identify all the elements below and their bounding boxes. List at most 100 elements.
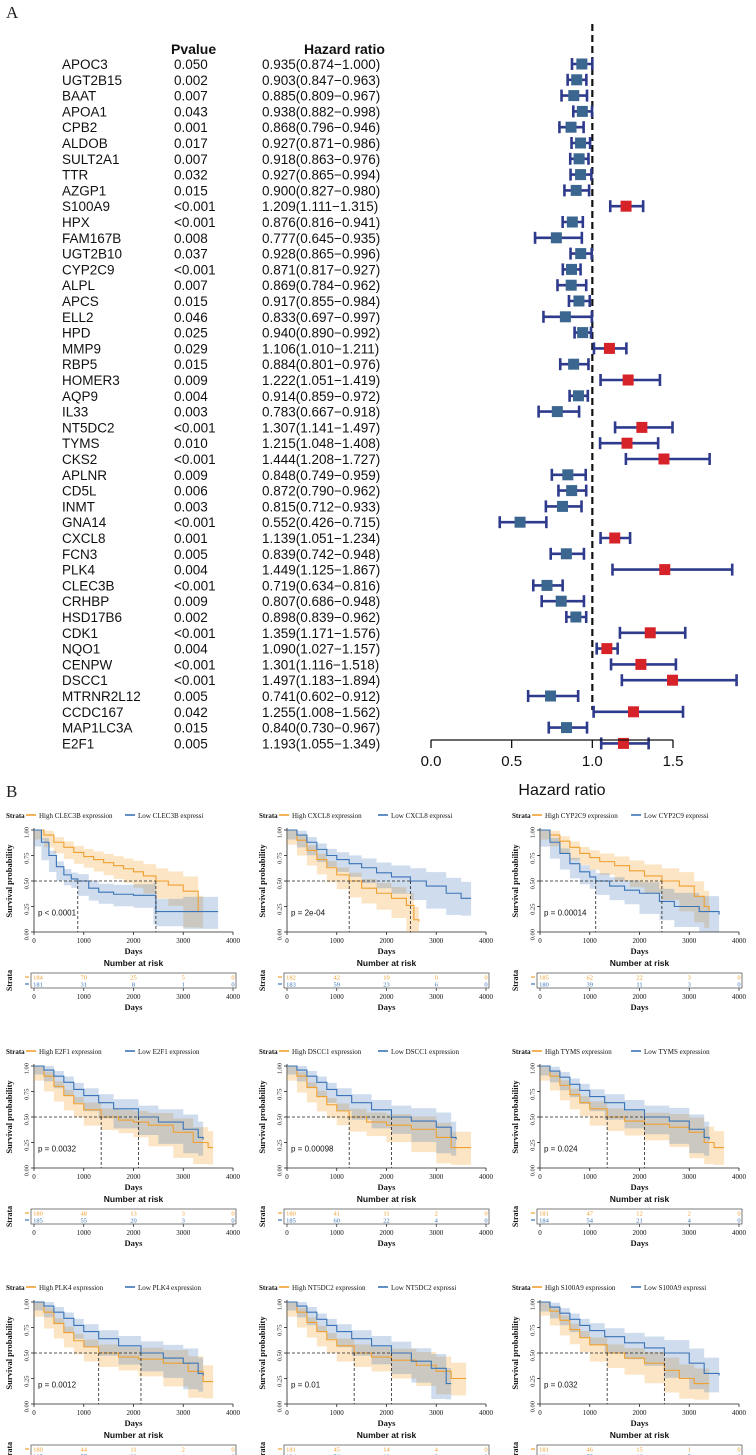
risk-x-tick-label: 2000 <box>127 1229 142 1237</box>
y-axis-title: Survival probability <box>510 844 520 918</box>
risk-count-low: 184 <box>539 1218 550 1225</box>
legend-high-label: High S100A9 expression <box>545 1284 616 1292</box>
protective-point <box>566 216 578 228</box>
x-axis-title: Days <box>631 1182 650 1192</box>
protective-point <box>545 690 557 702</box>
row-pvalue: 0.003 <box>174 499 208 514</box>
row-hr-text: 0.552(0.426−0.715) <box>262 515 380 530</box>
row-pvalue: 0.042 <box>174 705 208 720</box>
legend-low-label: Low CLEC3B expressi <box>138 812 203 820</box>
risk-x-tick-label: 0 <box>538 1229 542 1237</box>
row-gene-label: CRHBP <box>62 594 109 609</box>
row-hr-text: 0.869(0.784−0.962) <box>262 278 380 293</box>
ci-band-low <box>287 1302 452 1400</box>
risk-x-axis-title: Days <box>631 1238 650 1248</box>
row-hr-text: 1.497(1.183−1.894) <box>262 673 380 688</box>
x-tick-label: 0 <box>538 1173 542 1181</box>
row-hr-text: 1.215(1.048−1.408) <box>262 436 380 451</box>
x-tick-label: 1000 <box>330 937 345 945</box>
p-value-label: p = 0.032 <box>544 1381 578 1390</box>
risk-count-low: 181 <box>33 982 43 989</box>
y-tick-label: 0.75 <box>24 1089 31 1100</box>
y-tick-label: 0.00 <box>277 1401 284 1412</box>
x-axis-title: Days <box>378 1418 397 1428</box>
risk-count-low: 56 <box>334 1454 341 1455</box>
row-pvalue: 0.009 <box>174 373 208 388</box>
x-tick-label: 0 <box>538 937 542 945</box>
risk-point <box>635 658 647 670</box>
row-hr-text: 0.914(0.859−0.972) <box>262 389 380 404</box>
row-gene-label: APLNR <box>62 468 107 483</box>
x-tick-label: 4000 <box>479 937 494 945</box>
row-gene-label: SULT2A1 <box>62 152 120 167</box>
risk-count-high: 0 <box>737 975 740 982</box>
panel-label-a: A <box>6 3 19 22</box>
survival-curve-low <box>540 1065 710 1140</box>
row-gene-label: APOC3 <box>62 57 108 72</box>
x-tick-label: 4000 <box>732 1409 747 1417</box>
x-tick-label: 1.0 <box>582 753 603 770</box>
risk-strata-label: Strata <box>5 970 14 991</box>
row-gene-label: GNA14 <box>62 515 107 530</box>
protective-point <box>575 169 587 181</box>
risk-count-low: 54 <box>587 1218 594 1225</box>
row-gene-label: E2F1 <box>62 736 94 751</box>
km-panel-clec3b: Strata High CLEC3B expression Low CLEC3B e… <box>4 812 241 1012</box>
risk-count-low: 31 <box>81 982 88 989</box>
survival-curve-low <box>287 1301 452 1385</box>
risk-count-high: 41 <box>334 1211 341 1218</box>
legend-high-label: High CYP2C9 expression <box>545 812 618 820</box>
x-tick-label: 0 <box>32 1409 36 1417</box>
risk-count-high: 0 <box>231 1211 234 1218</box>
row-gene-label: UGT2B15 <box>62 73 122 88</box>
row-gene-label: APOA1 <box>62 104 107 119</box>
risk-x-tick-label: 1000 <box>330 1229 345 1237</box>
row-gene-label: MMP9 <box>62 341 101 356</box>
risk-x-tick-label: 3000 <box>682 1229 697 1237</box>
risk-table-box <box>30 1444 237 1455</box>
p-value-label: p = 0.00098 <box>291 1145 334 1154</box>
survival-curve-high <box>34 829 204 913</box>
row-gene-label: CD5L <box>62 484 97 499</box>
risk-count-high: 181 <box>539 1447 549 1454</box>
protective-point <box>572 390 584 402</box>
row-pvalue: 0.004 <box>174 642 208 657</box>
row-gene-label: PLK4 <box>62 563 96 578</box>
row-pvalue: 0.005 <box>174 736 208 751</box>
risk-count-low: 0 <box>484 1218 487 1225</box>
y-tick-label: 0.75 <box>277 1325 284 1336</box>
y-tick-label: 0.50 <box>530 1350 537 1361</box>
risk-count-high: 22 <box>636 975 643 982</box>
x-tick-label: 0.0 <box>421 753 442 770</box>
y-tick-label: 1.00 <box>277 827 284 838</box>
risk-point <box>621 437 633 449</box>
risk-count-high: 0 <box>484 1447 487 1454</box>
risk-point <box>617 737 629 749</box>
risk-count-high: 46 <box>587 1447 594 1454</box>
risk-table-title: Number at risk <box>104 1194 164 1204</box>
x-tick-label: 0 <box>285 1173 289 1181</box>
risk-point <box>627 706 639 718</box>
row-gene-label: ALPL <box>62 278 96 293</box>
protective-point <box>565 279 577 291</box>
risk-strata-label: Strata <box>511 970 520 991</box>
row-pvalue: 0.003 <box>174 405 208 420</box>
y-tick-label: 0.00 <box>24 1165 31 1176</box>
x-axis-title: Days <box>631 946 650 956</box>
risk-strata-label: Strata <box>511 1206 520 1227</box>
risk-count-low: 185 <box>286 1218 296 1225</box>
risk-strata-label: Strata <box>258 1206 267 1227</box>
legend-strata-label: Strata <box>512 812 531 820</box>
protective-point <box>551 406 563 418</box>
ci-band-low <box>34 1302 204 1392</box>
risk-count-low: 0 <box>737 1454 740 1455</box>
row-hr-text: 0.898(0.839−0.962) <box>262 610 380 625</box>
risk-count-low: 185 <box>33 1454 43 1455</box>
risk-x-tick-label: 0 <box>32 1229 36 1237</box>
x-tick-label: 1.5 <box>663 753 684 770</box>
x-tick-label: 2000 <box>127 1409 142 1417</box>
risk-x-tick-label: 0 <box>285 1229 289 1237</box>
risk-count-high: 0 <box>484 975 487 982</box>
risk-count-high: 0 <box>231 1447 234 1454</box>
risk-x-tick-label: 0 <box>285 993 289 1001</box>
